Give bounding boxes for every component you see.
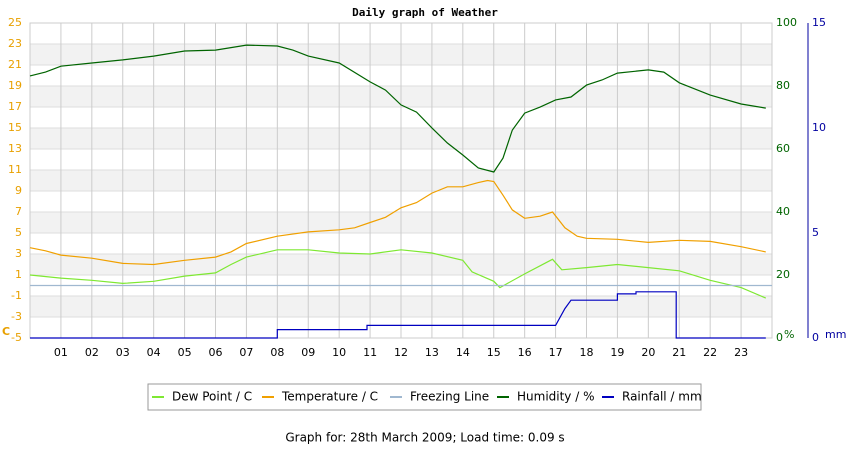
- x-tick-label: 20: [641, 346, 655, 359]
- y2-unit: %: [784, 328, 794, 341]
- y-unit: C: [2, 325, 10, 338]
- y-tick-label: -5: [11, 331, 22, 344]
- chart-title: Daily graph of Weather: [352, 6, 498, 19]
- x-tick-label: 01: [54, 346, 68, 359]
- x-tick-label: 21: [672, 346, 686, 359]
- legend-item: Rainfall / mm: [602, 390, 702, 404]
- y-tick-label: 1: [15, 268, 22, 281]
- x-tick-label: 07: [239, 346, 253, 359]
- y-tick-label: -1: [11, 289, 22, 302]
- y2-tick-label: 20: [776, 268, 790, 281]
- y3-tick-label: 10: [812, 121, 826, 134]
- x-tick-label: 13: [425, 346, 439, 359]
- legend-label: Rainfall / mm: [622, 390, 702, 404]
- y2-tick-label: 40: [776, 205, 790, 218]
- legend-item: Humidity / %: [497, 390, 594, 404]
- x-tick-label: 05: [178, 346, 192, 359]
- x-tick-label: 12: [394, 346, 408, 359]
- x-tick-label: 17: [549, 346, 563, 359]
- legend-item: Dew Point / C: [152, 390, 252, 404]
- y3-tick-label: 0: [812, 331, 819, 344]
- footer: Graph for: 28th March 2009; Load time: 0…: [285, 431, 564, 445]
- y-tick-label: 23: [8, 37, 22, 50]
- legend-item: Temperature / C: [262, 390, 378, 404]
- y-tick-label: 13: [8, 142, 22, 155]
- legend-label: Humidity / %: [517, 390, 594, 404]
- y2-tick-label: 100: [776, 16, 797, 29]
- y3-unit: mm: [825, 328, 846, 341]
- y-tick-label: -3: [11, 310, 22, 323]
- y-tick-label: 25: [8, 16, 22, 29]
- y3-tick-label: 15: [812, 16, 826, 29]
- y2-tick-label: 0: [776, 331, 783, 344]
- x-tick-label: 04: [147, 346, 161, 359]
- x-tick-label: 19: [610, 346, 624, 359]
- x-tick-label: 06: [209, 346, 223, 359]
- y2-tick-label: 80: [776, 79, 790, 92]
- y-tick-label: 19: [8, 79, 22, 92]
- y2-tick-label: 60: [776, 142, 790, 155]
- legend-label: Dew Point / C: [172, 390, 252, 404]
- x-tick-label: 18: [580, 346, 594, 359]
- y-tick-label: 3: [15, 247, 22, 260]
- x-tick-label: 10: [332, 346, 346, 359]
- y-tick-label: 17: [8, 100, 22, 113]
- legend-item: Freezing Line: [390, 390, 489, 404]
- y-tick-label: 9: [15, 184, 22, 197]
- series-line: [29, 179, 766, 266]
- x-tick-label: 23: [734, 346, 748, 359]
- x-tick-label: 16: [518, 346, 532, 359]
- legend-label: Temperature / C: [281, 390, 378, 404]
- x-tick-label: 14: [456, 346, 470, 359]
- y-tick-label: 7: [15, 205, 22, 218]
- legend-label: Freezing Line: [410, 390, 489, 404]
- x-tick-label: 15: [487, 346, 501, 359]
- x-tick-label: 09: [301, 346, 315, 359]
- x-tick-label: 03: [116, 346, 130, 359]
- series-line: [29, 249, 767, 299]
- x-tick-label: 11: [363, 346, 377, 359]
- series-line: [29, 44, 766, 173]
- y-tick-label: 11: [8, 163, 22, 176]
- y-tick-label: 15: [8, 121, 22, 134]
- x-tick-label: 08: [270, 346, 284, 359]
- y3-tick-label: 5: [812, 226, 819, 239]
- plot-frame: [29, 22, 773, 339]
- series-line: [30, 291, 766, 339]
- x-tick-label: 02: [85, 346, 99, 359]
- y-tick-label: 5: [15, 226, 22, 239]
- y-tick-label: 21: [8, 58, 22, 71]
- x-tick-label: 22: [703, 346, 717, 359]
